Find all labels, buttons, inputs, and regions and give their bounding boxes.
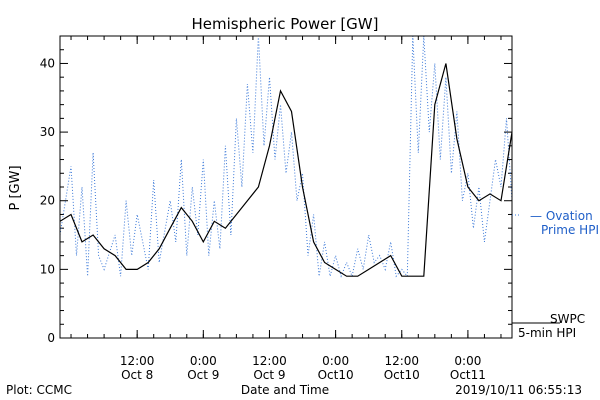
legend-ovation-line2: Prime HPI	[541, 223, 599, 237]
x-tick-label-date: Oct 9	[253, 368, 285, 382]
x-tick-label-time: 12:00	[384, 354, 419, 368]
footer-right-timestamp: 2019/10/11 06:55:13	[455, 383, 582, 397]
y-tick-label: 0	[47, 331, 55, 345]
plot-frame	[59, 35, 513, 339]
legend: — Ovation Prime HPI SWPC 5-min HPI	[512, 209, 599, 340]
chart-title: Hemispheric Power [GW]	[192, 15, 379, 33]
y-tick-label: 10	[40, 262, 55, 276]
x-tick-label-time: 0:00	[190, 354, 217, 368]
footer-left-label: Plot: CCMC	[6, 383, 72, 397]
y-tick-label: 20	[40, 194, 55, 208]
y-tick-label: 30	[40, 125, 55, 139]
series-layer	[60, 36, 512, 278]
swpc-series-line	[60, 63, 512, 277]
x-tick-label-time: 12:00	[120, 354, 155, 368]
x-tick-label-date: Oct11	[450, 368, 486, 382]
x-axis-label: Date and Time	[241, 383, 329, 397]
legend-ovation-line1: — Ovation	[530, 209, 593, 223]
legend-swpc-line1: SWPC	[550, 312, 585, 326]
legend-swpc-line2: 5-min HPI	[518, 326, 576, 340]
x-tick-label-date: Oct 8	[121, 368, 153, 382]
x-tick-label-date: Oct 9	[187, 368, 219, 382]
x-tick-label-date: Oct10	[384, 368, 420, 382]
y-tick-label: 40	[40, 56, 55, 70]
x-tick-label-date: Oct10	[318, 368, 354, 382]
y-axis-label: P [GW]	[8, 165, 23, 210]
x-tick-label-time: 0:00	[454, 354, 481, 368]
x-tick-label-time: 12:00	[252, 354, 287, 368]
ovation-prime-series-line	[60, 36, 512, 278]
x-tick-label-time: 0:00	[322, 354, 349, 368]
